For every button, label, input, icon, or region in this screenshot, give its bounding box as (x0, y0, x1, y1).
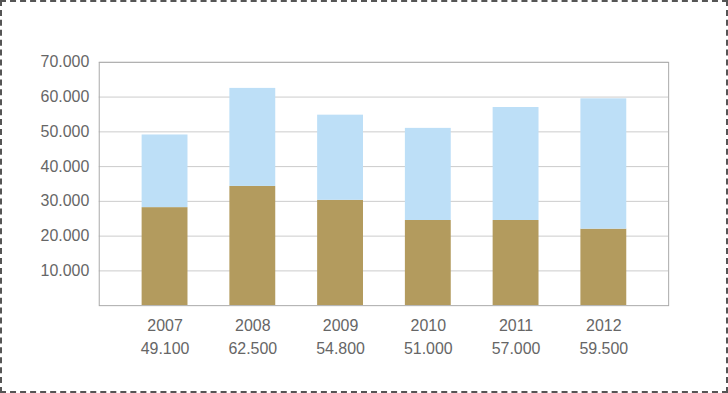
svg-text:201051.000: 201051.000 (404, 317, 453, 356)
svg-text:40.000: 40.000 (41, 158, 90, 175)
svg-text:200954.800: 200954.800 (316, 317, 365, 356)
svg-text:201157.000: 201157.000 (492, 317, 541, 356)
svg-text:20.000: 20.000 (41, 227, 90, 244)
svg-text:30.000: 30.000 (41, 192, 90, 209)
svg-text:200749.100: 200749.100 (141, 317, 190, 356)
svg-text:50.000: 50.000 (41, 123, 90, 140)
svg-text:60.000: 60.000 (41, 88, 90, 105)
svg-text:10.000: 10.000 (41, 262, 90, 279)
svg-text:70.000: 70.000 (41, 53, 90, 70)
svg-text:201259.500: 201259.500 (579, 317, 628, 356)
svg-text:200862.500: 200862.500 (228, 317, 277, 356)
